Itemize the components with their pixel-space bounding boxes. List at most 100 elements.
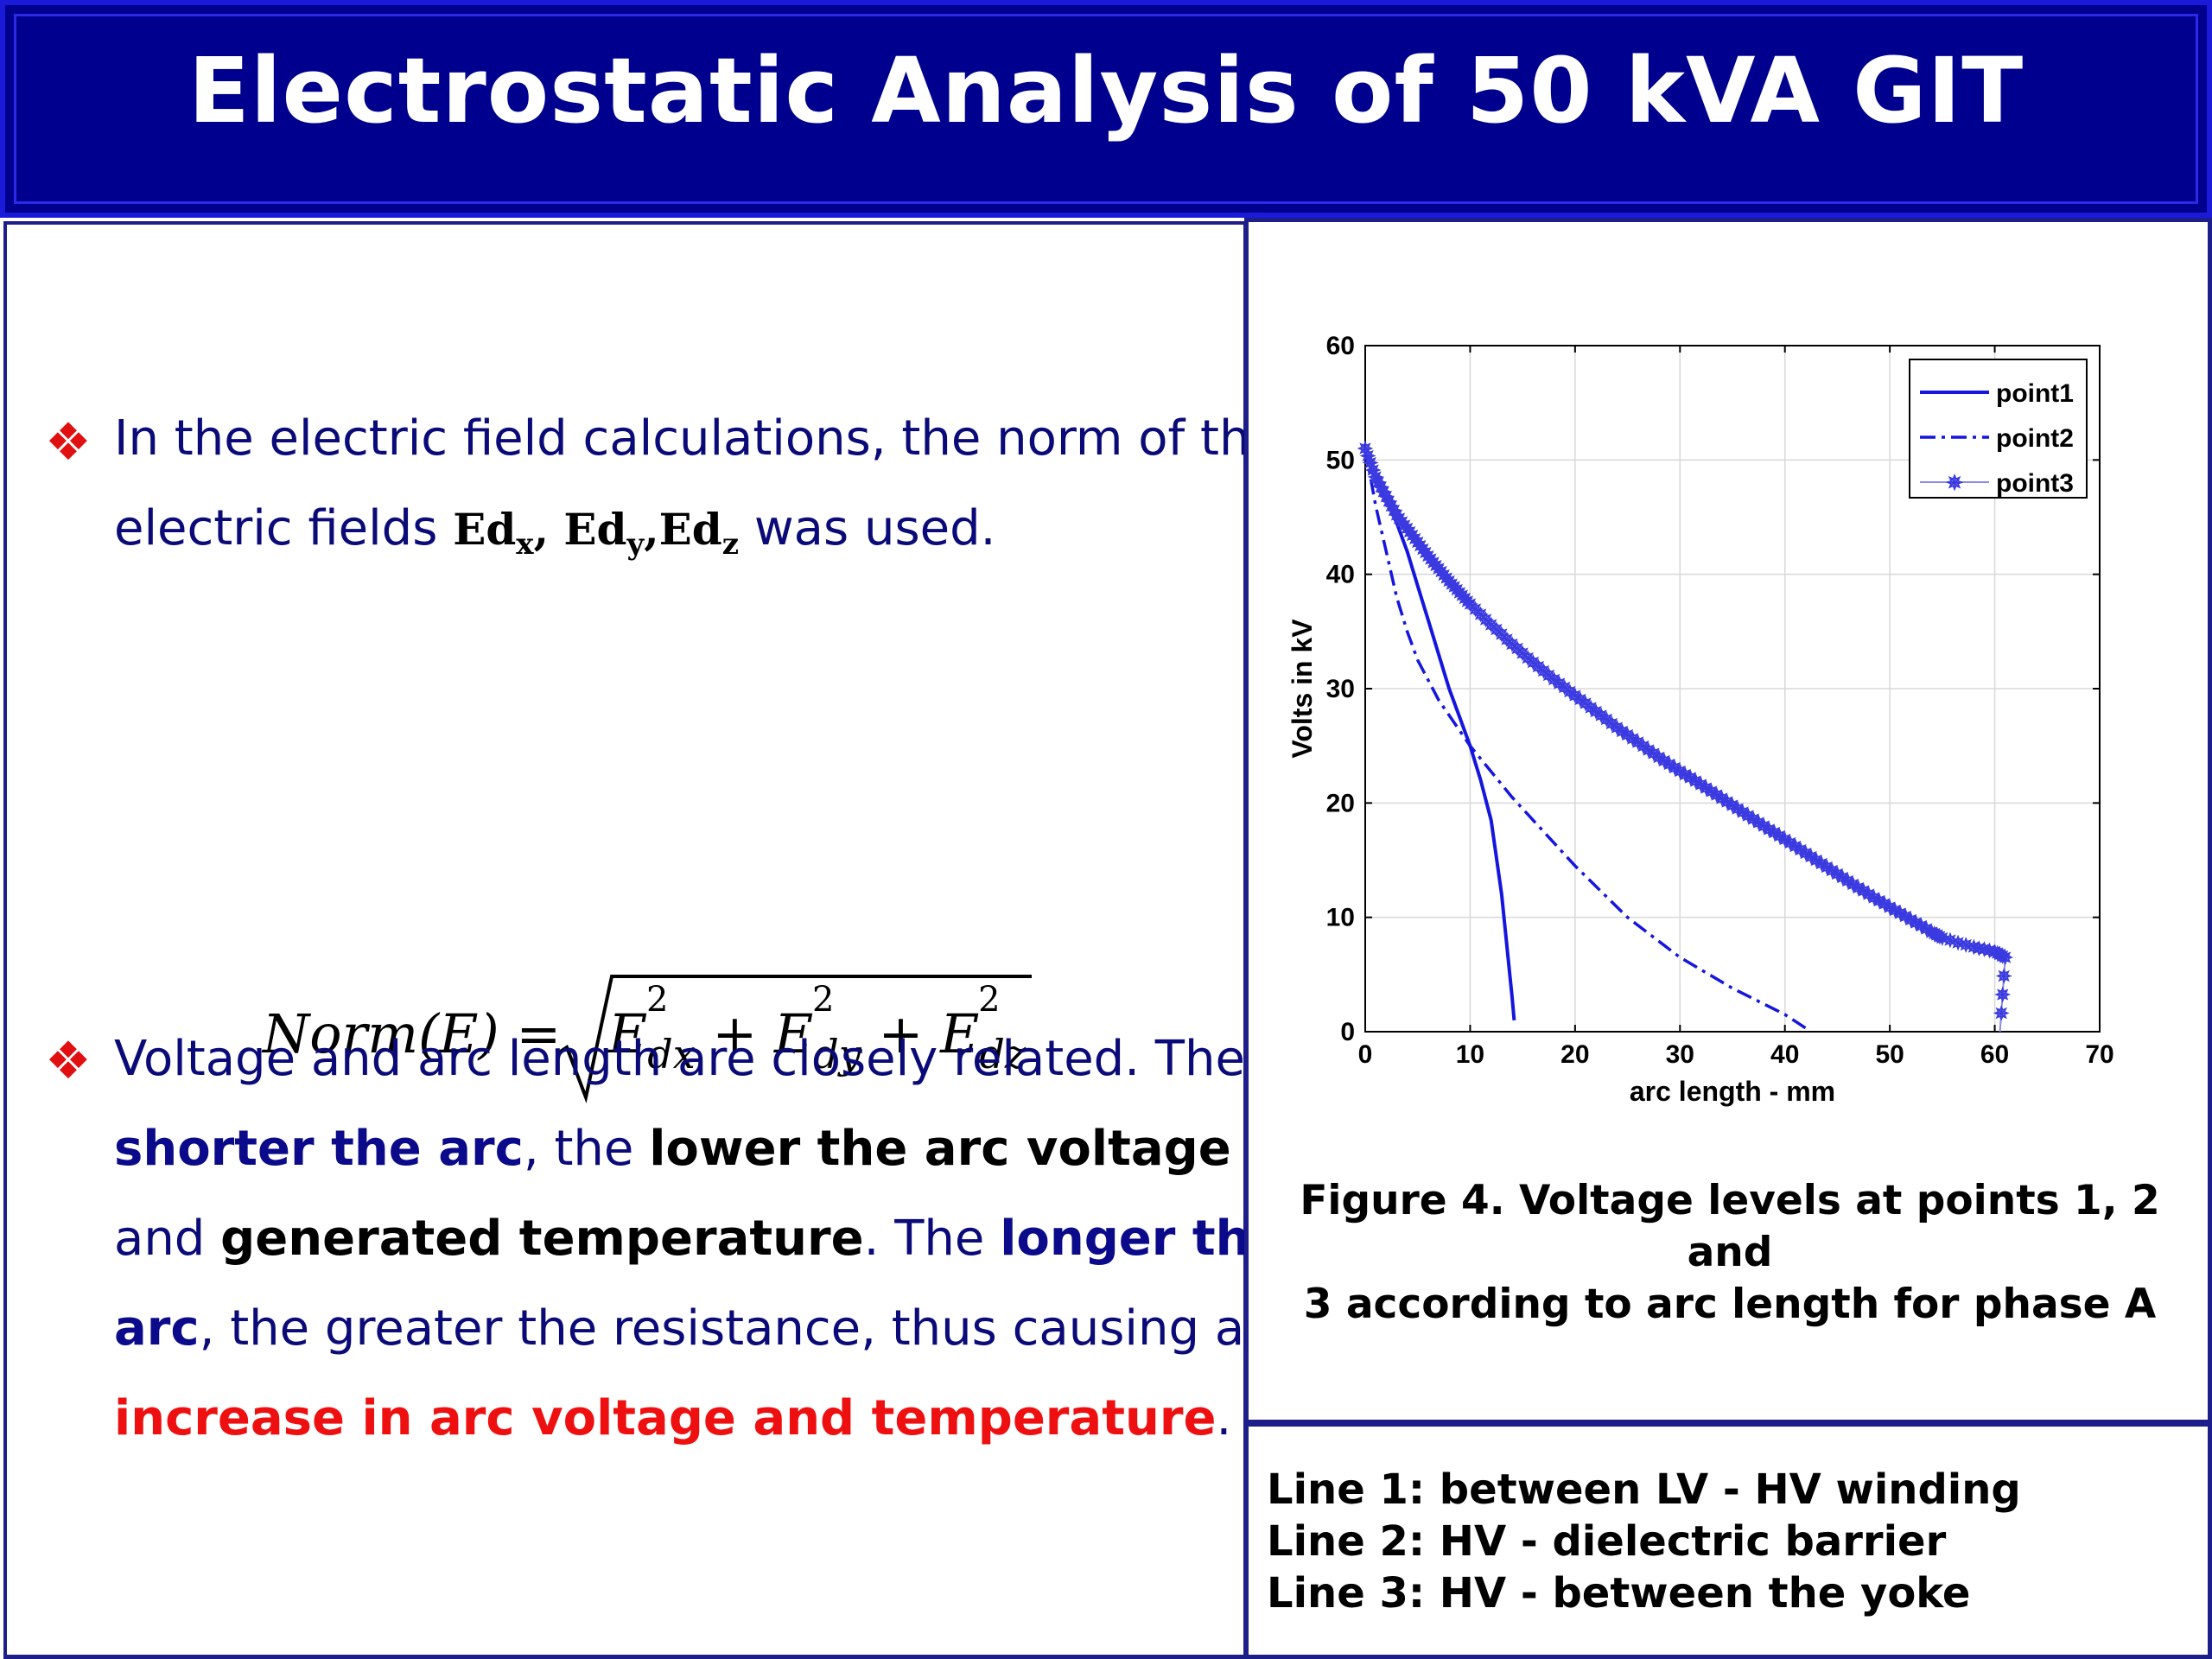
series-point3-marker: ✵: [1787, 836, 1804, 858]
caption-line-2: 3 according to arc length for phase A: [1303, 1281, 2157, 1328]
series-point3-marker: ✵: [1996, 947, 2013, 969]
series-point3-marker: ✵: [1395, 515, 1413, 537]
series-point3-marker: ✵: [1656, 750, 1673, 772]
series-point3-marker: ✵: [1456, 588, 1473, 609]
series-point3-marker: ✵: [1849, 877, 1866, 899]
series-point3-marker: ✵: [1370, 472, 1387, 493]
series-point3-marker: ✵: [1687, 771, 1704, 792]
legend-label-point3: point3: [1996, 469, 2074, 498]
series-point3-marker: ✵: [1640, 740, 1657, 761]
lines-legend-panel: [1244, 1422, 2212, 1659]
series-point3-marker: ✵: [1957, 934, 1974, 956]
series-point3-marker: ✵: [1917, 918, 1935, 940]
bullet1-line1: In the electric field calculations, the …: [114, 410, 1280, 467]
y-tick-label: 20: [1326, 789, 1355, 817]
series-point3-marker: ✵: [1828, 863, 1846, 885]
x-tick-label: 60: [1980, 1040, 2009, 1069]
series-point3-marker: ✵: [1760, 819, 1777, 841]
series-point3-marker: ✵: [1545, 669, 1562, 690]
series-point3-marker: ✵: [1385, 500, 1402, 522]
series-point3-marker: ✵: [1401, 522, 1418, 543]
series-point3-marker: ✵: [1797, 843, 1815, 865]
series-point3-marker: ✵: [1377, 486, 1395, 508]
series-point3-marker: ✵: [1390, 508, 1408, 530]
series-point3-marker: ✵: [1367, 467, 1384, 488]
series-point3-marker: ✵: [1929, 925, 1946, 946]
series-point3-marker: ✵: [1897, 906, 1914, 928]
series-point3-marker: ✵: [1942, 930, 1959, 951]
series-point3-marker: ✵: [1980, 940, 1998, 962]
lines-description: Line 1: between LV - HV winding Line 2: …: [1267, 1464, 2021, 1619]
series-point3-marker: ✵: [1567, 685, 1584, 707]
series-point3-marker: ✵: [1618, 725, 1636, 747]
series-point3-marker: ✵: [1839, 870, 1856, 892]
title-banner-frame: [14, 14, 2198, 204]
bullet2-line2: shorter the arc, the lower the arc volta…: [114, 1121, 1231, 1177]
series-point3-marker: ✵: [1403, 525, 1421, 547]
series-point3-marker: ✵: [1514, 643, 1531, 664]
series-point3-marker: ✵: [1995, 965, 2012, 987]
series-point3-marker: ✵: [1488, 620, 1505, 641]
series-point3-marker: ✵: [1448, 580, 1465, 601]
bullet-paragraph-1: In the electric field calculations, the …: [114, 394, 1280, 574]
series-point3-marker: ✵: [1871, 890, 1888, 912]
series-point3-marker: ✵: [1876, 893, 1893, 915]
series-point3-marker: ✵: [1949, 932, 1967, 954]
series-point3-marker: ✵: [1770, 826, 1788, 848]
series-point3-marker: ✵: [1435, 564, 1452, 586]
series-point3-marker: ✵: [1792, 840, 1809, 861]
series-point3-marker: ✵: [1406, 529, 1423, 550]
series-point3-marker: ✵: [1466, 599, 1484, 620]
series-point3-marker: ✵: [1993, 945, 2011, 967]
series-point3-marker: ✵: [1398, 518, 1415, 540]
series-point3-marker: ✵: [1524, 652, 1541, 674]
series-point3-marker: ✵: [1509, 639, 1526, 660]
formula-lhs: Norm(E) =: [263, 1002, 562, 1065]
bullet2-line3: and generated temperature. The longer th…: [114, 1211, 1283, 1267]
series-point3-marker: ✵: [1422, 549, 1440, 570]
series-point3-marker: ✵: [1592, 705, 1610, 727]
y-axis-label: Volts in kV: [1287, 619, 1318, 759]
series-point3-marker: ✵: [1587, 701, 1605, 722]
series-point3-marker: ✵: [1382, 495, 1400, 517]
series-point3-marker: ✵: [1729, 798, 1746, 820]
series-point3-marker: ✵: [1907, 912, 1924, 934]
series-point3-marker: ✵: [1692, 774, 1709, 796]
y-tick-label: 30: [1326, 675, 1355, 703]
series-point3-marker: ✵: [1886, 899, 1904, 921]
series-point3-marker: ✵: [1866, 887, 1883, 909]
series-point3-marker: ✵: [1934, 927, 1951, 949]
series-point3-marker: ✵: [1912, 916, 1929, 938]
series-point3-marker: ✵: [1357, 438, 1374, 460]
series-point3-marker: ✵: [1482, 614, 1499, 636]
series-point3-marker: ✵: [1550, 673, 1567, 695]
legend-label-point1: point1: [1996, 379, 2074, 408]
figure-caption: Figure 4. Voltage levels at points 1, 2 …: [1255, 1175, 2205, 1331]
series-point3-marker: ✵: [1681, 767, 1699, 789]
series-point3-marker: ✵: [1477, 609, 1494, 631]
x-tick-label: 50: [1875, 1040, 1904, 1069]
series-point3-marker: ✵: [1471, 604, 1489, 626]
series-point3-marker: ✵: [1750, 812, 1767, 834]
series-point3-marker: ✵: [1393, 512, 1410, 533]
series-point3-marker: ✵: [1855, 880, 1872, 902]
series-point3-marker: ✵: [1362, 453, 1379, 474]
series-point3-marker: ✵: [1427, 555, 1445, 576]
series-point3-marker: ✵: [1380, 491, 1397, 512]
series-point3-marker: ✵: [1438, 568, 1455, 589]
series-point3-marker: ✵: [1834, 867, 1851, 888]
y-tick-label: 0: [1340, 1018, 1355, 1046]
bullet2-line5: increase in arc voltage and temperature.: [114, 1390, 1232, 1446]
y-tick-label: 60: [1326, 332, 1355, 360]
x-tick-label: 0: [1358, 1040, 1373, 1069]
bullet1-text: electric fields: [114, 500, 454, 556]
series-point3-marker: ✵: [1582, 697, 1599, 719]
series-point3-marker: ✵: [1443, 574, 1460, 595]
legend-label-point2: point2: [1996, 424, 2074, 453]
radical-sign: [555, 975, 1032, 1104]
series-point3-marker: ✵: [1529, 657, 1547, 678]
series-point3-marker: ✵: [1459, 591, 1476, 613]
series-point3-marker: ✵: [1645, 743, 1662, 765]
series-point3-marker: ✵: [1702, 781, 1719, 803]
series-point3-marker: ✵: [1417, 543, 1434, 564]
